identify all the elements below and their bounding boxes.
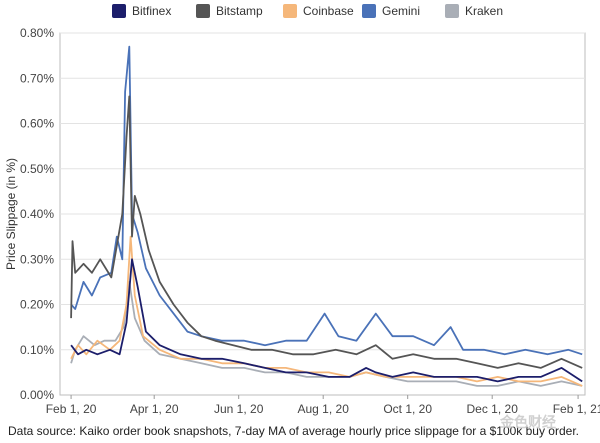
y-axis-title: Price Slippage (in %) [4, 158, 18, 270]
y-tick-label: 0.00% [20, 388, 54, 402]
y-tick-label: 0.70% [20, 71, 54, 85]
legend-label: Bitfinex [132, 4, 172, 18]
chart-legend: Bitfinex Bitstamp Coinbase Gemini Kraken [0, 0, 600, 24]
series-line-bitstamp [70, 95, 583, 369]
y-tick-label: 0.80% [20, 26, 54, 40]
y-tick-label: 0.10% [20, 343, 54, 357]
legend-swatch [283, 4, 297, 18]
y-tick-label: 0.20% [20, 298, 54, 312]
legend-swatch [196, 4, 210, 18]
x-tick-label: Dec 1, 20 [467, 402, 519, 416]
y-tick-label: 0.60% [20, 117, 54, 131]
x-tick-label: Aug 1, 20 [298, 402, 350, 416]
legend-item-bitfinex: Bitfinex [112, 4, 171, 18]
x-tick-label: Feb 1, 21 [553, 402, 600, 416]
legend-swatch [112, 4, 126, 18]
watermark-logo: 金色财经 [500, 414, 556, 430]
series-line-kraken [70, 281, 583, 387]
y-tick-label: 0.40% [20, 207, 54, 221]
y-tick-label: 0.30% [20, 252, 54, 266]
legend-item-coinbase: Coinbase [283, 4, 354, 18]
legend-label: Coinbase [303, 4, 354, 18]
x-tick-label: Oct 1, 20 [383, 402, 432, 416]
legend-item-gemini: Gemini [362, 4, 420, 18]
x-tick-label: Apr 1, 20 [130, 402, 179, 416]
legend-label: Bitstamp [216, 4, 263, 18]
series-line-bitfinex [70, 258, 583, 383]
source-note: Data source: Kaiko order book snapshots,… [8, 424, 579, 438]
legend-swatch [362, 4, 376, 18]
legend-item-bitstamp: Bitstamp [196, 4, 263, 18]
legend-swatch [445, 4, 459, 18]
legend-item-kraken: Kraken [445, 4, 503, 18]
x-tick-label: Feb 1, 20 [46, 402, 97, 416]
x-tick-label: Jun 1, 20 [214, 402, 264, 416]
y-tick-label: 0.50% [20, 162, 54, 176]
legend-label: Kraken [465, 4, 504, 18]
series-line-gemini [70, 45, 583, 356]
legend-label: Gemini [382, 4, 421, 18]
